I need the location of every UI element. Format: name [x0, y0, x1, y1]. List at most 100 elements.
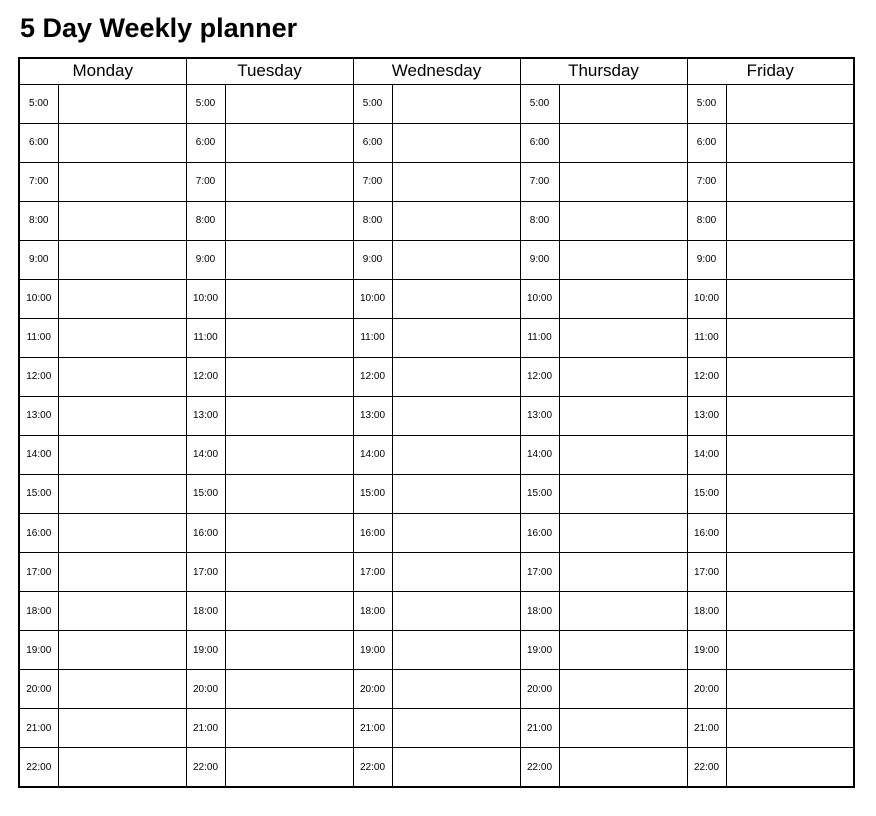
time-cell: 10:00 — [185, 278, 226, 319]
day-header-wednesday: Wednesday — [352, 57, 521, 85]
planner-slot — [725, 395, 855, 436]
time-cell: 20:00 — [18, 669, 59, 710]
time-cell: 11:00 — [18, 317, 59, 358]
time-cell: 11:00 — [352, 317, 393, 358]
planner-slot — [391, 395, 521, 436]
table-row: 22:00 22:00 22:00 22:00 22:00 — [18, 747, 855, 788]
time-cell: 20:00 — [686, 669, 727, 710]
time-cell: 14:00 — [519, 434, 560, 475]
planner-slot — [57, 630, 187, 671]
planner-slot — [57, 356, 187, 397]
time-cell: 5:00 — [18, 83, 59, 124]
planner-slot — [725, 83, 855, 124]
planner-slot — [224, 395, 354, 436]
time-cell: 21:00 — [686, 708, 727, 749]
planner-slot — [558, 395, 688, 436]
planner-slot — [57, 591, 187, 632]
planner-slot — [725, 630, 855, 671]
time-cell: 6:00 — [18, 122, 59, 163]
planner-slot — [725, 747, 855, 788]
time-cell: 12:00 — [352, 356, 393, 397]
time-cell: 14:00 — [18, 434, 59, 475]
planner-slot — [725, 239, 855, 280]
planner-slot — [391, 473, 521, 515]
planner-slot — [224, 239, 354, 280]
table-row: 17:00 17:00 17:00 17:00 17:00 — [18, 552, 855, 593]
time-cell: 9:00 — [352, 239, 393, 280]
planner-slot — [57, 552, 187, 593]
planner-slot — [57, 434, 187, 475]
time-cell: 5:00 — [352, 83, 393, 124]
planner-slot — [725, 278, 855, 319]
planner-slot — [57, 708, 187, 749]
time-cell: 22:00 — [352, 747, 393, 788]
planner-slot — [224, 591, 354, 632]
time-cell: 19:00 — [185, 630, 226, 671]
time-cell: 9:00 — [18, 239, 59, 280]
time-cell: 19:00 — [352, 630, 393, 671]
planner-slot — [725, 434, 855, 475]
time-cell: 20:00 — [352, 669, 393, 710]
planner-slot — [725, 708, 855, 749]
planner-slot — [391, 552, 521, 593]
planner-slot — [57, 200, 187, 241]
time-cell: 5:00 — [686, 83, 727, 124]
planner-slot — [725, 513, 855, 554]
time-cell: 10:00 — [686, 278, 727, 319]
time-cell: 21:00 — [519, 708, 560, 749]
time-cell: 17:00 — [686, 552, 727, 593]
time-cell: 13:00 — [686, 395, 727, 436]
time-cell: 19:00 — [686, 630, 727, 671]
planner-slot — [558, 239, 688, 280]
time-cell: 8:00 — [519, 200, 560, 241]
time-cell: 13:00 — [519, 395, 560, 436]
planner-slot — [57, 317, 187, 358]
planner-slot — [391, 122, 521, 163]
planner-slot — [57, 669, 187, 710]
planner-slot — [57, 239, 187, 280]
table-row: 8:00 8:00 8:00 8:00 8:00 — [18, 200, 855, 241]
time-cell: 17:00 — [352, 552, 393, 593]
table-row: 6:00 6:00 6:00 6:00 6:00 — [18, 122, 855, 163]
time-cell: 9:00 — [519, 239, 560, 280]
time-cell: 16:00 — [352, 513, 393, 554]
weekly-planner-table: Monday Tuesday Wednesday Thursday Friday 5:0… — [18, 57, 855, 788]
planner-slot — [391, 239, 521, 280]
time-cell: 21:00 — [185, 708, 226, 749]
planner-slot — [224, 669, 354, 710]
time-cell: 20:00 — [519, 669, 560, 710]
planner-slot — [391, 513, 521, 554]
time-cell: 10:00 — [519, 278, 560, 319]
planner-slot — [391, 591, 521, 632]
time-cell: 22:00 — [18, 747, 59, 788]
time-cell: 8:00 — [352, 200, 393, 241]
table-row: 19:00 19:00 19:00 19:00 19:00 — [18, 630, 855, 671]
planner-slot — [224, 317, 354, 358]
time-cell: 11:00 — [185, 317, 226, 358]
table-row: 13:00 13:00 13:00 13:00 13:00 — [18, 395, 855, 436]
time-cell: 21:00 — [18, 708, 59, 749]
planner-slot — [725, 161, 855, 202]
time-cell: 15:00 — [352, 473, 393, 515]
planner-slot — [224, 434, 354, 475]
planner-slot — [558, 200, 688, 241]
planner-slot — [224, 161, 354, 202]
time-cell: 17:00 — [185, 552, 226, 593]
day-header-row: Monday Tuesday Wednesday Thursday Friday — [18, 57, 855, 85]
page-title: 5 Day Weekly planner — [20, 13, 298, 43]
planner-slot — [725, 669, 855, 710]
time-cell: 15:00 — [185, 473, 226, 515]
time-cell: 21:00 — [352, 708, 393, 749]
time-cell: 12:00 — [686, 356, 727, 397]
time-cell: 14:00 — [686, 434, 727, 475]
planner-slot — [725, 317, 855, 358]
planner-slot — [391, 200, 521, 241]
planner-slot — [558, 356, 688, 397]
time-cell: 7:00 — [686, 161, 727, 202]
planner-slot — [57, 513, 187, 554]
table-row: 15:00 15:00 15:00 15:00 15:00 — [18, 473, 855, 515]
time-cell: 16:00 — [185, 513, 226, 554]
table-row: 11:00 11:00 11:00 11:00 11:00 — [18, 317, 855, 358]
planner-slot — [558, 473, 688, 515]
table-row: 16:00 16:00 16:00 16:00 16:00 — [18, 513, 855, 554]
